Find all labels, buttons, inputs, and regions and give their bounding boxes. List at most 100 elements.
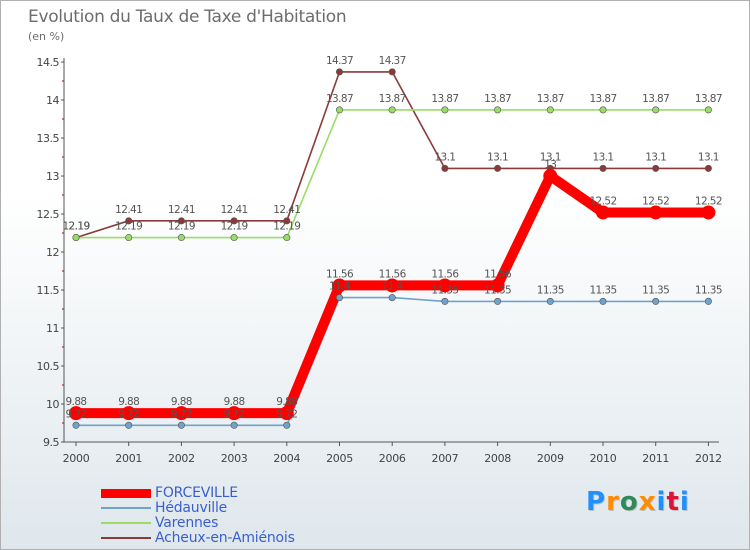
chart-subtitle: (en %) (28, 30, 65, 43)
legend-label: Hédauville (155, 500, 228, 516)
data-point (652, 106, 660, 114)
data-point (227, 406, 242, 421)
data-point (494, 106, 502, 114)
data-point (543, 169, 558, 183)
data-point (125, 217, 133, 225)
data-point (546, 106, 554, 114)
x-tick-label: 2012 (695, 452, 722, 465)
data-label: 14.37 (379, 55, 406, 67)
y-tick-label: 10.5 (37, 360, 60, 373)
data-label: 9.88 (118, 396, 139, 408)
data-point (230, 217, 238, 225)
data-label: 11.35 (695, 284, 722, 296)
data-point (494, 297, 502, 305)
data-label: 9.88 (276, 396, 297, 408)
x-tick-label: 2011 (642, 452, 669, 465)
data-label: 11.35 (589, 284, 616, 296)
data-label: 12.52 (589, 195, 616, 207)
data-label: 13.1 (487, 151, 508, 163)
data-label: 13 (544, 159, 556, 171)
data-label: 12.41 (221, 204, 248, 216)
series-lines (75, 71, 709, 427)
x-tick-label: 2005 (326, 452, 353, 465)
legend-swatch (101, 537, 151, 539)
data-label: 12.19 (62, 221, 89, 233)
data-label: 11.56 (379, 268, 407, 280)
chart-axes: 9.5 10 10.5 11 11.5 12 12.5 13 13.5 14 14.5 2000 200… (37, 56, 723, 465)
y-tick-label: 12.5 (37, 208, 60, 221)
y-tick-label: 13.5 (37, 132, 60, 145)
x-tick-label: 2010 (590, 452, 617, 465)
data-point (599, 297, 607, 305)
y-tick-label: 14 (46, 94, 59, 107)
x-tick-label: 2000 (63, 452, 90, 465)
data-point (177, 217, 185, 225)
legend-item: Hédauville (101, 500, 361, 516)
data-point (121, 406, 136, 421)
data-point (490, 278, 505, 293)
data-point (388, 106, 396, 114)
data-point (599, 106, 607, 114)
data-label: 11.35 (537, 284, 564, 296)
data-point (388, 294, 396, 302)
data-label: 9.72 (224, 408, 245, 420)
data-point (596, 205, 610, 220)
data-point (332, 278, 347, 293)
data-label: 13.1 (645, 151, 666, 163)
data-point (441, 106, 449, 114)
legend-item: Acheux-en-Amiénois (101, 530, 361, 546)
data-label: 13.87 (642, 93, 669, 105)
data-label: 14.37 (326, 55, 353, 67)
data-label: 12.19 (273, 221, 300, 233)
data-point (69, 406, 83, 421)
data-point (652, 164, 660, 172)
x-tick-label: 2003 (221, 452, 248, 465)
data-point (283, 421, 291, 429)
data-label: 9.88 (224, 396, 245, 408)
series-line-2 (76, 109, 709, 239)
data-label: 12.19 (168, 221, 195, 233)
data-point (335, 294, 343, 302)
x-tick-label: 2001 (115, 452, 142, 465)
data-point (125, 234, 133, 242)
data-point (652, 297, 660, 305)
legend-swatch (101, 507, 151, 509)
x-tick-label: 2007 (432, 452, 459, 465)
data-point (230, 234, 238, 242)
data-label: 13.87 (589, 93, 616, 105)
data-label: 13.1 (540, 151, 561, 163)
data-label: 13.87 (695, 93, 722, 105)
data-label: 9.88 (171, 396, 192, 408)
y-tick-label: 11.5 (37, 284, 60, 297)
data-point (125, 421, 133, 429)
y-tick-label: 12 (46, 246, 59, 259)
data-point (494, 164, 502, 172)
data-label: 13.87 (484, 93, 511, 105)
data-label: 13.1 (593, 151, 614, 163)
data-label: 13.87 (537, 93, 564, 105)
data-label: 11.35 (431, 284, 458, 296)
data-label: 9.72 (118, 408, 139, 420)
x-tick-label: 2002 (168, 452, 195, 465)
x-tick-label: 2008 (484, 452, 511, 465)
data-point (335, 106, 343, 114)
data-label: 12.41 (273, 204, 300, 216)
y-tick-label: 13 (46, 170, 59, 183)
legend-label: Varennes (155, 515, 219, 531)
data-point (283, 234, 291, 242)
data-label: 9.72 (171, 408, 192, 420)
data-label: 12.52 (642, 195, 669, 207)
data-point (704, 106, 712, 114)
x-tick-label: 2006 (379, 452, 406, 465)
y-tick-label: 11 (46, 322, 59, 335)
data-label: 11.56 (431, 268, 459, 280)
x-tick-label: 2009 (537, 452, 564, 465)
data-point (174, 406, 189, 421)
data-point (72, 234, 80, 242)
data-point (441, 297, 449, 305)
data-point (437, 278, 452, 293)
y-tick-label: 10 (46, 398, 59, 411)
data-point (177, 234, 185, 242)
